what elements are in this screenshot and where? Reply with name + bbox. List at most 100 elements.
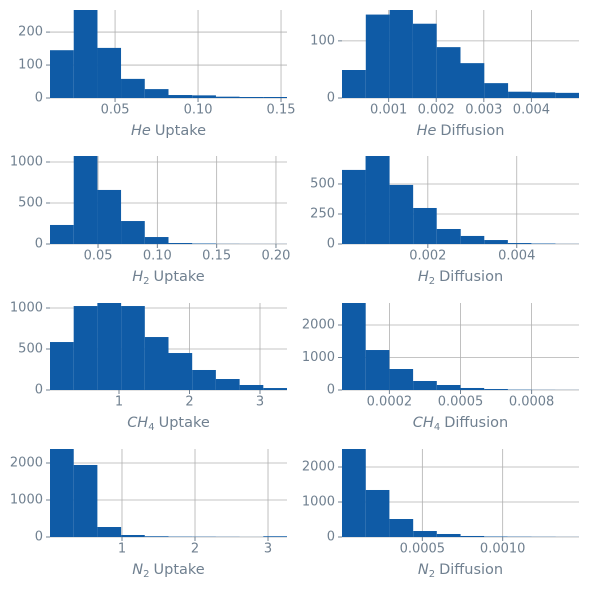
- bar: [121, 535, 145, 537]
- bar: [436, 533, 461, 537]
- x-tick-label: 0.002: [409, 249, 446, 264]
- bar: [365, 350, 390, 390]
- bar: [239, 97, 264, 98]
- bar: [50, 224, 74, 244]
- bar: [50, 50, 74, 98]
- y-tick-label: 1000: [10, 492, 43, 507]
- x-axis-label-symbol: N: [132, 562, 143, 578]
- bar: [192, 369, 216, 390]
- x-tick-label: 3: [256, 395, 264, 410]
- bar: [73, 10, 98, 98]
- bar: [73, 306, 98, 390]
- bar: [97, 527, 122, 537]
- x-axis-label: H2 Diffusion: [418, 269, 503, 287]
- subplot: 0 1000 2000 0.0002 0.0005 0.0008 CH4 Diffusion: [302, 303, 579, 433]
- subplot: 0 250 500 0.002 0.004 H2 Diffusion: [310, 156, 579, 287]
- x-tick-label: 0.10: [184, 103, 213, 118]
- bar: [413, 207, 437, 244]
- x-axis-label: He Diffusion: [417, 123, 505, 139]
- y-tick-label: 0: [327, 383, 335, 398]
- x-axis-label-symbol: N: [418, 562, 429, 578]
- y-tick-label: 1000: [302, 494, 335, 509]
- x-axis-label: H2 Uptake: [132, 269, 205, 287]
- y-tick-label: 500: [18, 195, 43, 210]
- y-tick-label: 0: [327, 91, 335, 106]
- bar: [484, 240, 508, 244]
- x-axis-label-symbol: CH: [413, 415, 434, 431]
- y-tick-label: 100: [18, 58, 43, 73]
- x-axis-label-text: Uptake: [154, 562, 205, 578]
- y-tick-label: 0: [35, 383, 43, 398]
- y-tick-label: 2000: [10, 455, 43, 470]
- bar: [73, 156, 98, 244]
- bar: [263, 536, 287, 537]
- y-tick-label: 0: [35, 530, 43, 545]
- x-axis-label: N2 Uptake: [132, 562, 205, 580]
- x-tick-label: 0.15: [202, 249, 231, 264]
- x-tick-label: 0.0002: [367, 395, 413, 410]
- x-tick-label: 0.15: [267, 103, 296, 118]
- y-tick-label: 1000: [10, 301, 43, 316]
- x-axis-label-subscript: 4: [148, 422, 154, 433]
- x-tick-label: 0.002: [418, 103, 455, 118]
- x-axis-label-text: Uptake: [159, 415, 210, 431]
- x-tick-label: 0.0010: [480, 542, 526, 557]
- bar: [192, 95, 216, 98]
- x-tick-label: 0.004: [498, 249, 535, 264]
- bar: [215, 379, 240, 390]
- x-axis-label-symbol: H: [132, 269, 143, 285]
- y-tick-label: 1000: [10, 154, 43, 169]
- bar: [342, 70, 366, 98]
- subplot: 0 1000 2000 0.0005 0.0010 N2 Diffusion: [302, 449, 579, 580]
- x-tick-label: 1: [118, 542, 126, 557]
- x-tick-label: 0.0005: [438, 395, 484, 410]
- bar: [365, 156, 390, 244]
- subplot: 0 100 200 0.05 0.10 0.15 He Uptake: [18, 10, 296, 139]
- subplot: 0 100 0.001 0.002 0.003 0.004 He Diffusion: [310, 10, 579, 139]
- x-axis-label-text: Diffusion: [439, 562, 503, 578]
- bar: [168, 353, 193, 390]
- bar: [365, 489, 390, 537]
- x-axis-label: He Uptake: [131, 123, 206, 139]
- subplot: 0 500 1000 1 2 3 CH4 Uptake: [10, 301, 287, 433]
- bar: [484, 83, 509, 98]
- x-tick-label: 0.0005: [400, 542, 446, 557]
- x-axis-label-subscript: 4: [434, 422, 440, 433]
- bar: [389, 184, 414, 244]
- y-tick-label: 100: [310, 33, 335, 48]
- y-tick-label: 250: [310, 206, 335, 221]
- x-axis-label-subscript: 2: [143, 569, 149, 580]
- bar: [121, 78, 145, 98]
- bar: [531, 92, 556, 98]
- bar: [168, 95, 193, 98]
- bar: [144, 536, 169, 537]
- bar: [460, 63, 485, 98]
- bar: [144, 337, 169, 390]
- bar: [263, 388, 287, 390]
- x-axis-label-subscript: 2: [429, 569, 435, 580]
- bar: [144, 237, 169, 244]
- x-tick-label: 1: [115, 395, 123, 410]
- x-tick-label: 3: [264, 542, 272, 557]
- bar: [555, 92, 579, 98]
- bar: [97, 189, 122, 244]
- bar: [342, 303, 366, 390]
- bar: [239, 384, 264, 390]
- bar: [460, 387, 485, 390]
- bar: [507, 243, 532, 244]
- x-axis-label-symbol: He: [417, 123, 437, 139]
- x-tick-label: 0.10: [143, 249, 172, 264]
- x-axis-label-text: Uptake: [154, 269, 205, 285]
- bar: [508, 91, 532, 98]
- bar: [342, 169, 366, 244]
- bar: [73, 464, 98, 537]
- bar: [460, 535, 485, 537]
- x-axis-label-symbol: CH: [127, 415, 148, 431]
- x-axis-label-text: Diffusion: [440, 123, 504, 139]
- bar: [121, 221, 145, 244]
- bar: [413, 531, 437, 537]
- y-tick-label: 500: [18, 342, 43, 357]
- bar: [97, 303, 122, 390]
- y-tick-label: 1000: [302, 350, 335, 365]
